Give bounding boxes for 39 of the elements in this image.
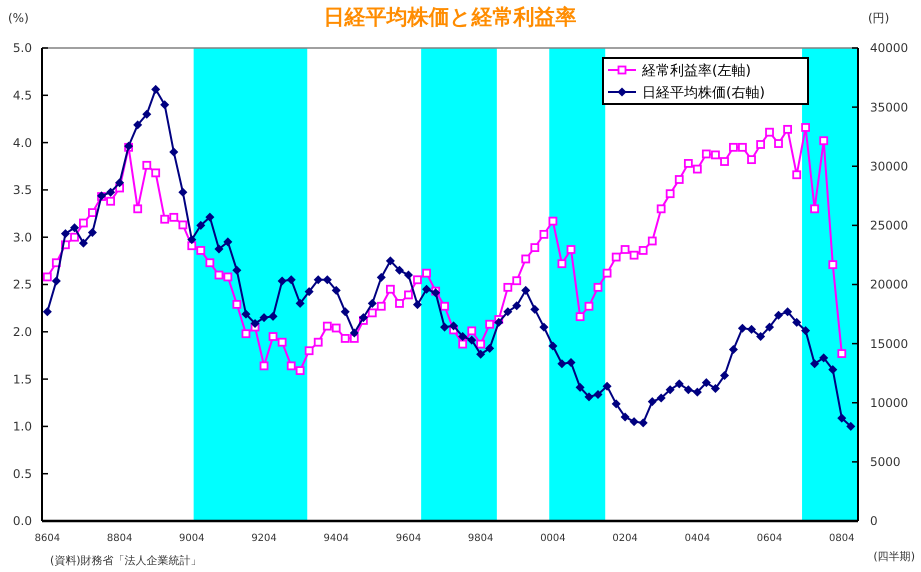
y-tick-label: 2.0 (12, 325, 32, 339)
y2-tick-label: 20000 (870, 278, 908, 292)
y-tick-label: 4.0 (12, 136, 32, 150)
y2-tick-label: 5000 (870, 455, 901, 470)
y-axis-title: (%) (8, 11, 29, 25)
y2-tick-label: 25000 (870, 218, 908, 233)
y-tick-label: 0.0 (12, 514, 32, 528)
x-tick-label: 0604 (756, 533, 782, 544)
y-tick-label: 2.5 (12, 278, 32, 292)
chart-title: 日経平均株価と経常利益率 (324, 5, 576, 29)
x-tick-label: 9804 (468, 533, 494, 544)
y2-tick-label: 15000 (870, 336, 908, 351)
y-tick-label: 0.5 (12, 466, 32, 481)
y-tick-label: 5.0 (12, 41, 32, 56)
x-tick-label: 9404 (323, 533, 349, 544)
x-tick-label: 9204 (251, 533, 277, 544)
y2-tick-label: 40000 (870, 41, 908, 56)
y2-axis-title: (円) (868, 11, 890, 25)
y2-tick-label: 0 (870, 514, 878, 528)
x-tick-label: 0204 (612, 533, 638, 544)
y-tick-label: 3.0 (12, 230, 32, 244)
legend-label: 日経平均株価(右軸) (642, 84, 765, 101)
y-tick-label: 1.0 (12, 420, 32, 434)
y-tick-label: 3.5 (12, 183, 32, 198)
y-tick-label: 4.5 (12, 88, 32, 102)
y2-tick-label: 35000 (870, 100, 908, 114)
text: (資料)財務省「法人企業統計」 (50, 554, 202, 567)
y2-tick-label: 30000 (870, 159, 908, 174)
legend-label: 経常利益率(左軸) (641, 62, 751, 79)
x-tick-label: 0804 (829, 533, 855, 544)
y2-tick-label: 10000 (870, 396, 908, 410)
x-axis-title: (四半期) (873, 550, 915, 563)
x-tick-label: 0004 (540, 533, 566, 544)
x-tick-label: 8804 (106, 533, 132, 544)
x-tick-label: 8604 (34, 533, 60, 544)
x-tick-label: 0404 (684, 533, 710, 544)
x-tick-label: 9604 (396, 533, 422, 544)
x-tick-label: 9004 (179, 533, 204, 544)
y-tick-label: 1.5 (12, 372, 32, 386)
